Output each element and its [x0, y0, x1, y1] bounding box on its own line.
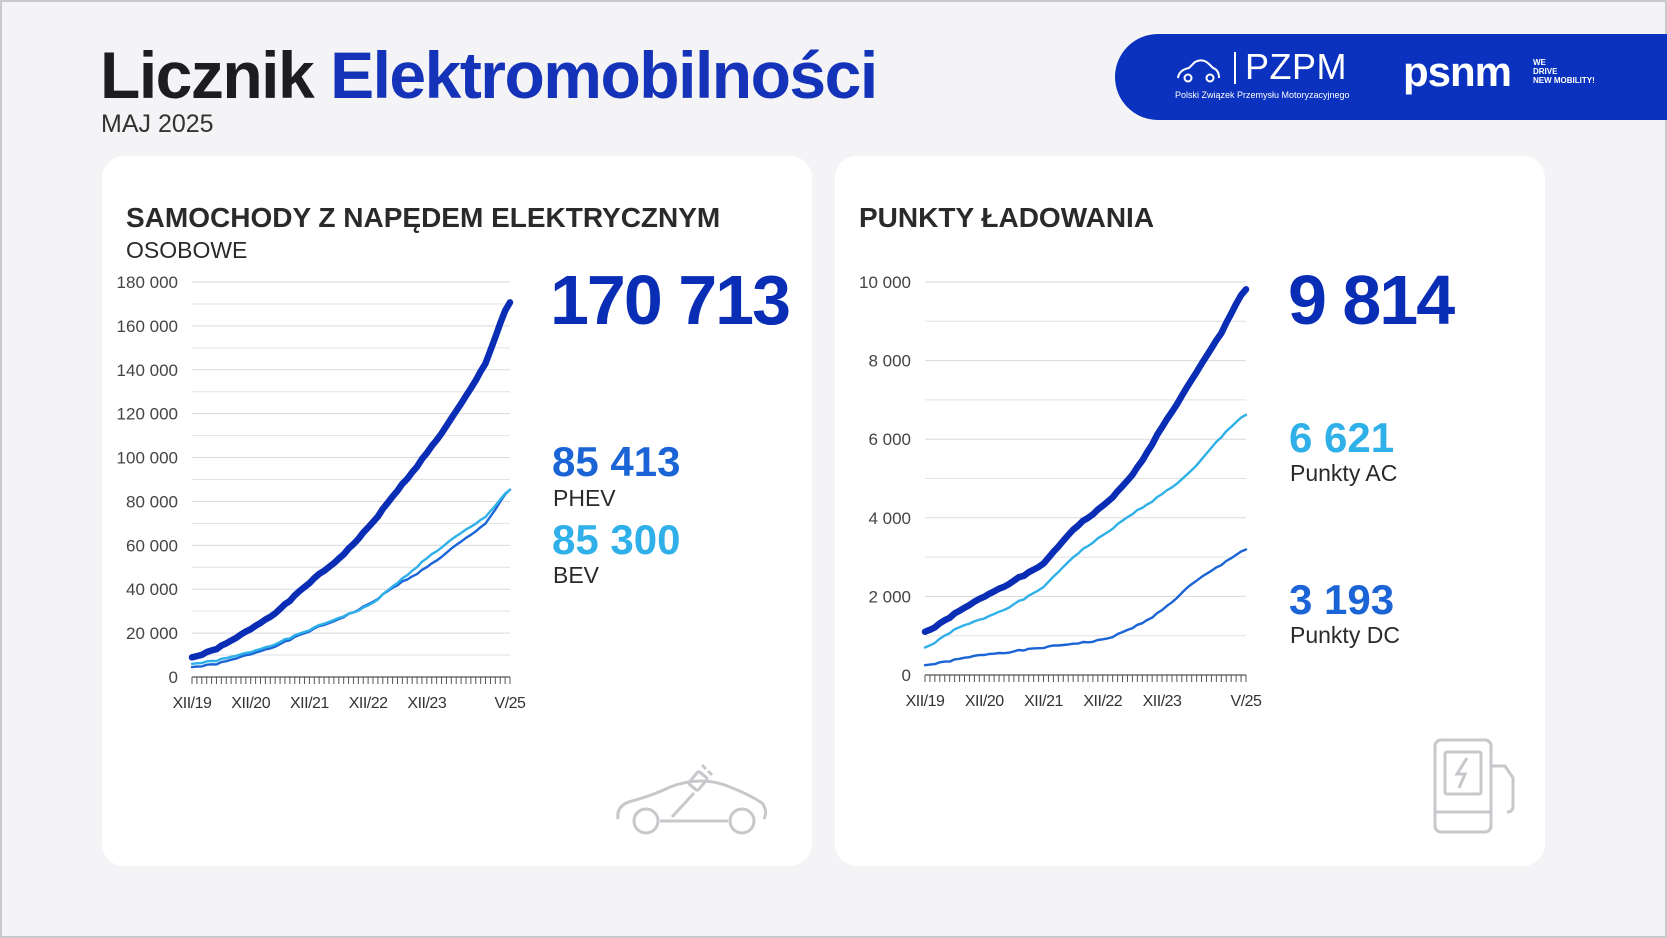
ac-label: Punkty AC: [1290, 460, 1398, 486]
psnm-tagline-line-1: WE: [1533, 58, 1546, 67]
electric-car-icon: [616, 763, 768, 835]
charging-series-line-punkty-dc: [923, 548, 1248, 667]
charging-station-icon: [1433, 738, 1515, 834]
cars-ytick-label: 100 000: [117, 449, 178, 468]
cars-ytick-label: 80 000: [126, 492, 178, 511]
dc-label: Punkty DC: [1290, 622, 1400, 648]
charging-xtick-label: V/25: [1231, 693, 1263, 710]
cars-ytick-label: 120 000: [117, 405, 178, 424]
logo-bar: PZPM Polski Związek Przemysłu Motoryzacy…: [1115, 34, 1667, 120]
cars-ytick-label: 40 000: [126, 580, 178, 599]
cars-ytick-label: 160 000: [117, 317, 178, 336]
charging-ytick-label: 8 000: [868, 352, 911, 371]
cars-series-line-total: [188, 299, 514, 661]
charging-xtick-label: XII/20: [965, 693, 1004, 710]
bev-label: BEV: [553, 562, 600, 588]
cars-ytick-label: 60 000: [126, 536, 178, 555]
charging-series-line-punkty-ac: [923, 413, 1248, 649]
cars-xtick-label: XII/23: [407, 695, 446, 712]
charging-xtick-label: XII/19: [906, 693, 945, 710]
phev-value: 85 413: [552, 438, 681, 485]
charging-ytick-label: 2 000: [868, 587, 911, 606]
cars-series-line-phev: [190, 488, 512, 669]
cars-ytick-label: 20 000: [126, 624, 178, 643]
charging-total-value: 9 814: [1288, 261, 1455, 339]
cars-card-title: SAMOCHODY Z NAPĘDEM ELEKTRYCZNYM: [126, 202, 721, 233]
charging-series-line-total: [921, 286, 1250, 636]
cars-xtick-label: XII/22: [349, 695, 388, 712]
cars-line-chart: 0 20 000 40 000 60 000 80 000 100 000 120 000 1…: [117, 273, 527, 712]
cars-ytick-label: 0: [169, 668, 178, 687]
charging-ytick-label: 6 000: [868, 430, 911, 449]
bev-value: 85 300: [552, 516, 681, 563]
charging-xtick-label: XII/23: [1143, 693, 1182, 710]
cars-card-subtitle: OSOBOWE: [126, 237, 248, 263]
dc-value: 3 193: [1289, 576, 1395, 623]
psnm-tagline-line-2: DRIVE: [1533, 67, 1558, 76]
cars-xtick-label: XII/21: [290, 695, 329, 712]
cars-ytick-label: 180 000: [117, 273, 178, 292]
charging-ytick-label: 0: [902, 666, 911, 685]
title-part-2: Elektromobilności: [330, 38, 878, 112]
cars-total-value: 170 713: [550, 261, 791, 339]
psnm-tagline: WE DRIVE NEW MOBILITY!: [1533, 58, 1623, 85]
charging-ytick-label: 10 000: [859, 273, 911, 292]
cars-xtick-label: XII/20: [231, 695, 270, 712]
pzpm-full-name: Polski Związek Przemysłu Motoryzacyjnego: [1175, 90, 1350, 100]
cars-card: SAMOCHODY Z NAPĘDEM ELEKTRYCZNYM OSOBOWE…: [102, 156, 812, 866]
charging-card: PUNKTY ŁADOWANIA 0 2 000 4 000 6 000 8 000 10…: [835, 156, 1545, 866]
phev-label: PHEV: [553, 485, 616, 511]
cars-series-line-bev: [190, 488, 512, 665]
psnm-tagline-line-3: NEW MOBILITY!: [1533, 76, 1595, 85]
psnm-logo-text: psnm: [1403, 48, 1512, 95]
cars-xtick-label: V/25: [495, 695, 527, 712]
charging-xtick-label: XII/22: [1083, 693, 1122, 710]
page-title: Licznik Elektromobilności: [100, 38, 878, 114]
cars-xtick-label: XII/19: [173, 695, 212, 712]
pzpm-divider: [1234, 52, 1236, 84]
charging-card-title: PUNKTY ŁADOWANIA: [859, 202, 1155, 233]
pzpm-logo-text: PZPM: [1245, 46, 1348, 87]
page-subtitle: MAJ 2025: [101, 110, 214, 138]
pzpm-car-icon: [1177, 59, 1220, 83]
charging-xtick-label: XII/21: [1024, 693, 1063, 710]
charging-ytick-label: 4 000: [868, 509, 911, 528]
ac-value: 6 621: [1289, 414, 1395, 461]
charging-line-chart: 0 2 000 4 000 6 000 8 000 10 000 XII/19 XII/20 X…: [859, 273, 1263, 710]
title-part-1: Licznik: [100, 38, 315, 112]
cars-ytick-label: 140 000: [117, 361, 178, 380]
